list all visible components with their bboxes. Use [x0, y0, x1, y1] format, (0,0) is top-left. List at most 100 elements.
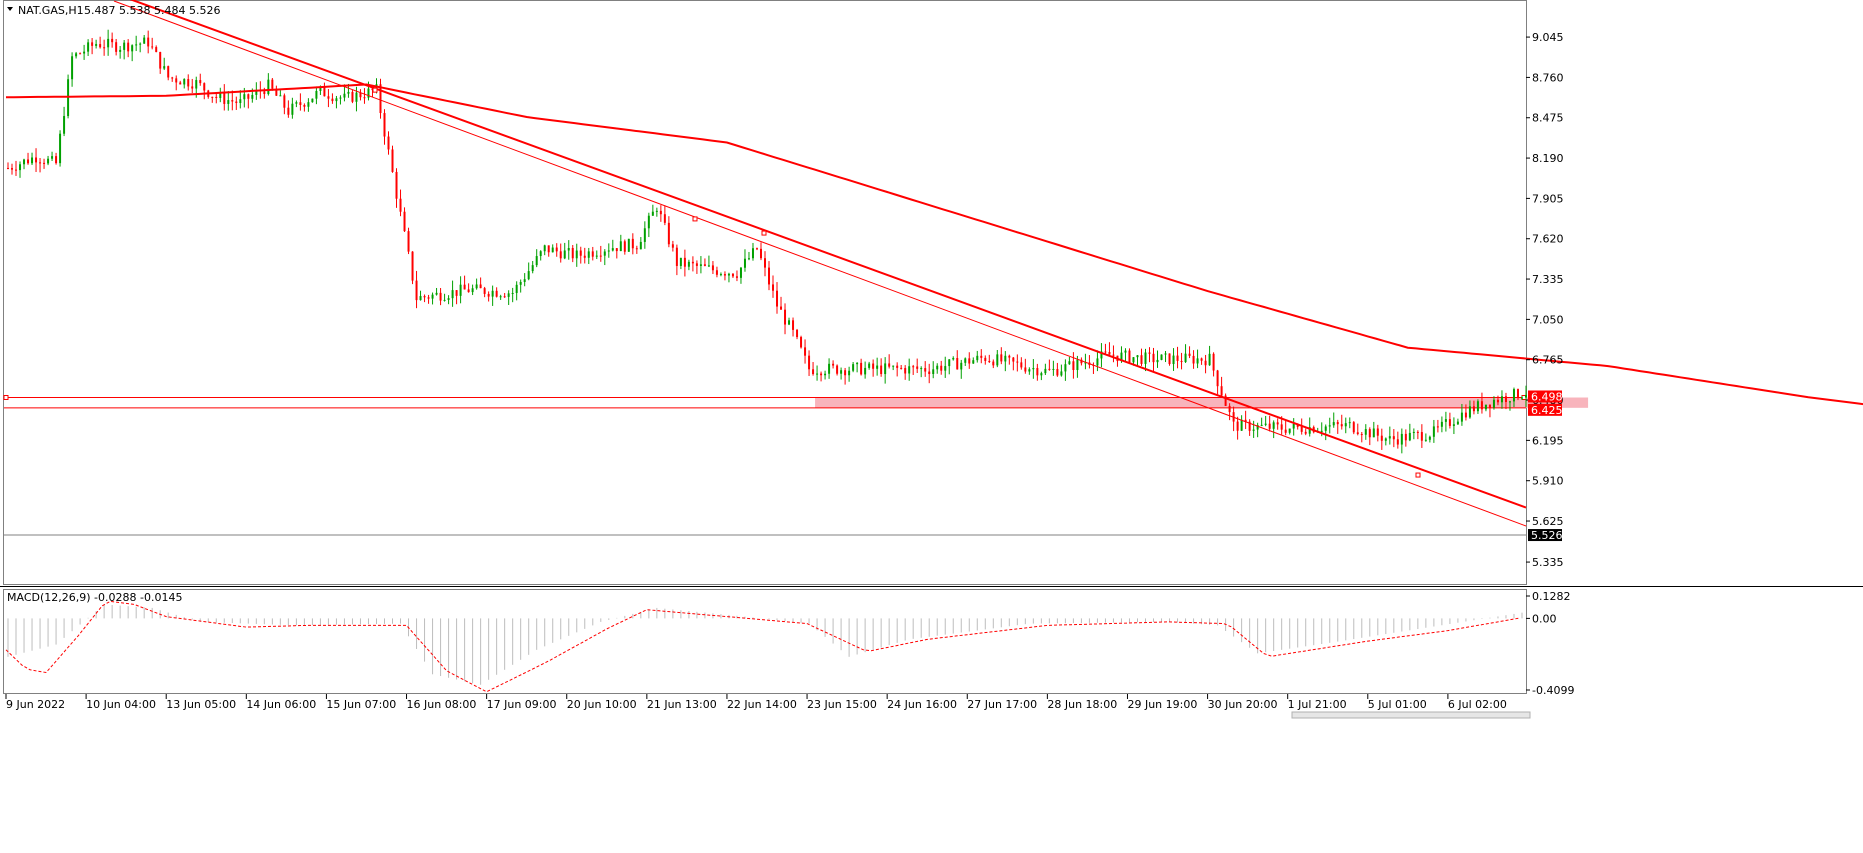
candle-body	[1516, 389, 1519, 399]
candle-body	[1504, 396, 1507, 403]
candle-body	[447, 298, 450, 300]
price-tick-label: 5.910	[1532, 475, 1564, 488]
candle-body	[976, 355, 979, 361]
candle-body	[235, 101, 238, 104]
candle-body	[1308, 427, 1311, 434]
main-panel-frame	[3, 0, 1527, 585]
candle-body	[463, 284, 466, 290]
time-tick-label: 22 Jun 14:00	[727, 698, 797, 711]
candle-body	[1396, 439, 1399, 445]
candle-body	[776, 290, 779, 307]
candle-body	[711, 265, 714, 271]
candle-body	[1368, 429, 1371, 438]
candle-body	[784, 309, 787, 325]
candle-body	[1272, 422, 1275, 429]
candle-body	[279, 95, 282, 97]
candle-body	[1344, 423, 1347, 427]
candle-body	[415, 280, 418, 301]
candle-body	[852, 364, 855, 371]
candle-body	[139, 43, 142, 45]
candle-body	[227, 100, 230, 104]
candle-body	[539, 251, 542, 257]
candle-body	[675, 247, 678, 266]
zone-handle	[3, 394, 9, 400]
candle-body	[944, 366, 947, 371]
candle-body	[379, 84, 382, 114]
candle-body	[747, 258, 750, 260]
price-tick-label: 8.475	[1532, 112, 1564, 125]
candle-body	[151, 46, 154, 48]
candle-body	[1492, 399, 1495, 408]
symbol-label: NAT.GAS,H1	[18, 4, 84, 17]
candle-body	[483, 288, 486, 294]
candle-body	[1028, 369, 1031, 372]
candle-body	[627, 238, 630, 252]
candle-body	[1224, 395, 1227, 406]
candle-body	[1212, 353, 1215, 371]
candle-body	[1292, 423, 1295, 429]
candle-body	[471, 288, 474, 293]
candle-body	[111, 38, 114, 43]
price-tick-label: 7.620	[1532, 233, 1564, 246]
candle-body	[491, 290, 494, 297]
candle-body	[343, 93, 346, 98]
candle-body	[1068, 361, 1071, 365]
candle-body	[1468, 406, 1471, 418]
candle-body	[331, 98, 334, 102]
candle-body	[1512, 389, 1515, 402]
candle-body	[808, 355, 811, 370]
candle-body	[1476, 401, 1479, 412]
candle-body	[892, 365, 895, 367]
dropdown-triangle-icon[interactable]	[7, 7, 13, 11]
time-tick-label: 16 Jun 08:00	[407, 698, 477, 711]
trend-line-handle	[692, 216, 698, 222]
candle-body	[1448, 419, 1451, 426]
candle-body	[804, 347, 807, 356]
candle-body	[363, 97, 366, 99]
candle-body	[591, 251, 594, 257]
scrollbar-track[interactable]	[1291, 711, 1531, 719]
candle-body	[583, 255, 586, 258]
candle-body	[199, 80, 202, 84]
candle-body	[567, 248, 570, 251]
candle-body	[743, 258, 746, 268]
trend-line	[113, 0, 1527, 527]
candle-body	[195, 80, 198, 89]
candle-body	[996, 354, 999, 366]
candle-body	[1072, 361, 1075, 371]
time-tick-label: 9 Jun 2022	[6, 698, 65, 711]
candle-body	[1276, 422, 1279, 425]
candle-body	[1160, 354, 1163, 360]
candle-body	[391, 149, 394, 172]
time-tick-label: 13 Jun 05:00	[166, 698, 236, 711]
candle-body	[319, 86, 322, 91]
candle-body	[91, 42, 94, 46]
candle-body	[519, 281, 522, 285]
candle-body	[119, 49, 122, 52]
candle-body	[351, 91, 354, 102]
candle-body	[143, 37, 146, 44]
candle-body	[283, 95, 286, 108]
candle-body	[27, 159, 30, 164]
candle-body	[299, 102, 302, 106]
candle-body	[467, 289, 470, 293]
candle-body	[559, 251, 562, 259]
price-label-text: 6.498	[1531, 390, 1563, 403]
candle-body	[824, 373, 827, 376]
candle-body	[263, 91, 266, 95]
candle-body	[952, 358, 955, 360]
candle-body	[904, 368, 907, 374]
candle-body	[1336, 422, 1339, 425]
candle-body	[848, 370, 851, 376]
time-tick-label: 23 Jun 15:00	[807, 698, 877, 711]
candle-body	[731, 273, 734, 277]
candle-body	[275, 88, 278, 96]
candle-body	[671, 244, 674, 248]
candle-body	[691, 261, 694, 264]
candle-body	[1152, 353, 1155, 363]
candle-body	[403, 211, 406, 232]
candle-body	[719, 274, 722, 276]
candle-body	[1388, 436, 1391, 439]
candle-body	[435, 292, 438, 295]
